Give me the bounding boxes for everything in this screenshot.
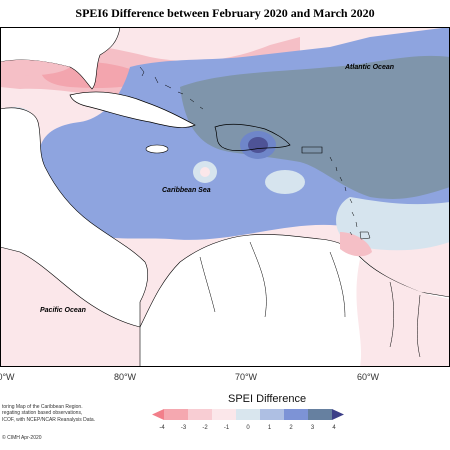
- credit-line: ICOF, with NCEP/NCAR Reanalysis Data.: [2, 416, 96, 423]
- land-puerto-rico: [301, 146, 323, 154]
- legend-tick-label: -3: [180, 425, 187, 431]
- spei-map: Atlantic Ocean Caribbean Sea Pacific Oce…: [0, 27, 450, 367]
- land-hispaniola: [214, 124, 291, 151]
- shade-pink-sa-strong: [340, 232, 372, 257]
- credit-line: regating station based observations,: [2, 410, 83, 417]
- color-legend: [152, 409, 344, 420]
- label-caribbean-sea: Caribbean Sea: [162, 187, 211, 194]
- land-jamaica: [145, 144, 169, 154]
- legend-tick-label: 3: [310, 425, 315, 431]
- shade-blue-light: [336, 197, 450, 251]
- copyright: © CIMH Apr-2020: [2, 435, 42, 441]
- shade-light-spot-1-core: [200, 167, 210, 177]
- lon-tick-3: 60°W: [356, 372, 380, 382]
- lon-tick-0: 0°W: [0, 372, 15, 382]
- legend-swatch: [188, 409, 212, 420]
- shade-pink-gulf: [0, 59, 70, 76]
- land-lesser-antilles: [329, 156, 358, 236]
- lon-tick-2: 70°W: [234, 372, 258, 382]
- legend-swatch: [308, 409, 332, 420]
- land-borders: [199, 241, 421, 358]
- shade-light-spot-2: [265, 170, 305, 194]
- land-central-america: [0, 107, 149, 328]
- shade-pink-sa: [356, 259, 450, 367]
- legend-tick-label: 1: [267, 425, 272, 431]
- credit-line: toring Map of the Caribbean Region.: [2, 404, 83, 410]
- land-cuba: [69, 91, 196, 128]
- legend-arrow-right: [332, 409, 344, 420]
- legend-swatch: [260, 409, 284, 420]
- legend-title: SPEI Difference: [228, 393, 307, 405]
- label-pacific-ocean: Pacific Ocean: [40, 307, 86, 314]
- legend-tick-label: -2: [202, 425, 208, 431]
- legend-tick-label: -1: [223, 425, 230, 431]
- legend-arrow-left: [152, 409, 164, 420]
- shade-navy-core: [248, 137, 268, 153]
- legend-tick-label: 4: [332, 425, 336, 431]
- legend-tick-label: -4: [159, 425, 165, 431]
- land-bahamas: [139, 66, 204, 110]
- legend-swatch: [212, 409, 236, 420]
- legend-tick-label: 0: [246, 425, 250, 431]
- lon-tick-1: 80°W: [113, 372, 137, 382]
- legend-tick-label: 2: [289, 425, 293, 431]
- legend-swatch: [284, 409, 308, 420]
- map-title: SPEI6 Difference between February 2020 a…: [75, 6, 375, 20]
- shade-slate-ne: [180, 55, 450, 199]
- label-atlantic-ocean: Atlantic Ocean: [344, 64, 394, 71]
- legend-swatch: [236, 409, 260, 420]
- credit-text: toring Map of the Caribbean Region. rega…: [2, 404, 117, 423]
- legend-swatch: [164, 409, 188, 420]
- land-trinidad: [359, 231, 371, 240]
